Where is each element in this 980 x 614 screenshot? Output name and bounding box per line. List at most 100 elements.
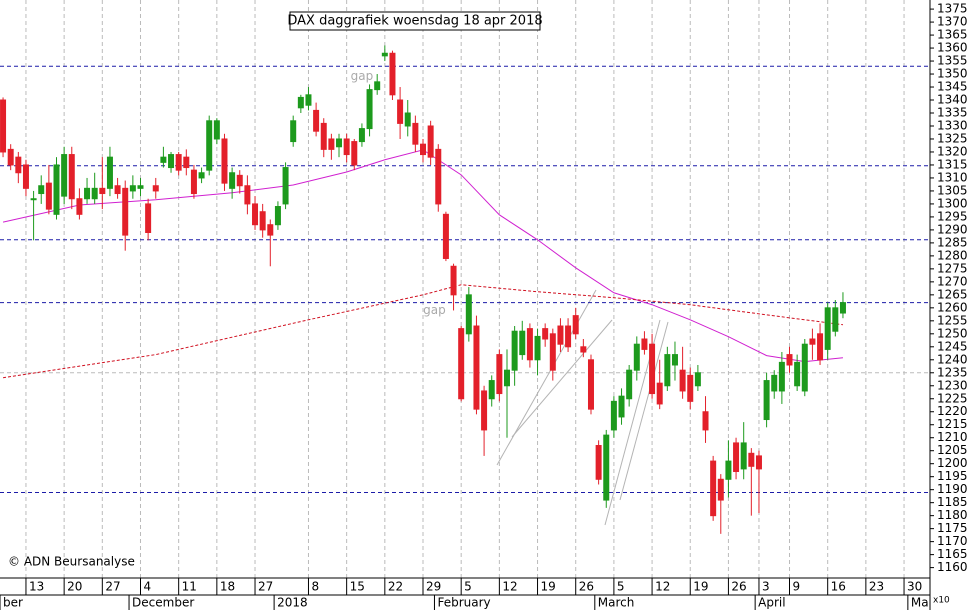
chart-title: DAX daggrafiek woensdag 18 apr 2018	[287, 14, 542, 29]
x-tick-label: 11	[182, 580, 197, 594]
candle-body	[710, 460, 717, 517]
candle-body	[565, 325, 572, 348]
candle-body	[297, 96, 304, 109]
candle-body	[7, 148, 14, 166]
candle-body	[755, 455, 762, 470]
candle-body	[0, 99, 7, 153]
candle-body	[99, 187, 106, 195]
y-tick-label: 1215	[937, 417, 968, 431]
trend-line	[619, 321, 669, 501]
candle-body	[465, 294, 472, 335]
y-tick-label: 1235	[937, 365, 968, 379]
y-tick-label: 1225	[937, 391, 968, 405]
x-tick-label: 5	[617, 580, 625, 594]
x-tick-label: 26	[579, 580, 594, 594]
candle-body	[542, 328, 549, 340]
trend-line	[511, 319, 613, 438]
candle-body	[244, 185, 251, 205]
x-tick-label: 30	[907, 580, 922, 594]
y-tick-label: 1275	[937, 261, 968, 275]
candle-body	[305, 94, 312, 106]
y-tick-label: 1240	[937, 352, 968, 366]
candle-body	[389, 52, 396, 96]
candle-body	[664, 354, 671, 387]
candle-body	[603, 434, 610, 501]
x-tick-label: 5	[464, 580, 472, 594]
y-tick-label: 1200	[937, 456, 968, 470]
candle-body	[725, 460, 732, 480]
candle-body	[374, 81, 381, 91]
x-tick-label: 19	[693, 580, 708, 594]
annotation: gap	[423, 303, 446, 317]
candle-body	[198, 172, 205, 179]
candle-body	[702, 411, 709, 431]
candle-body	[771, 374, 778, 392]
candle-body	[397, 99, 404, 124]
candle-body	[740, 442, 747, 470]
candle-body	[839, 302, 846, 314]
candle-body	[229, 172, 236, 189]
y-tick-label: 1360	[937, 41, 968, 55]
candle-body	[786, 354, 793, 366]
y-tick-label: 1330	[937, 118, 968, 132]
candle-body	[290, 120, 297, 143]
candle-body	[183, 156, 190, 169]
y-tick-label: 1340	[937, 93, 968, 107]
y-tick-label: 1245	[937, 339, 968, 353]
multiplier: x10	[933, 596, 950, 606]
candle-body	[274, 206, 281, 226]
candle-body	[641, 338, 648, 350]
y-tick-label: 1345	[937, 80, 968, 94]
candle-body	[114, 185, 121, 195]
candle-body	[358, 128, 365, 143]
candle-body	[267, 224, 274, 236]
x-tick-label: 9	[793, 580, 801, 594]
candle-body	[626, 369, 633, 400]
y-tick-label: 1195	[937, 469, 968, 483]
title-box	[289, 11, 541, 31]
y-tick-label: 1210	[937, 430, 968, 444]
candle-body	[748, 452, 755, 467]
candle-body	[694, 372, 701, 387]
x-tick-label: 4	[143, 580, 151, 594]
month-label: December	[132, 596, 194, 610]
candle-body	[252, 203, 259, 226]
candle-body	[496, 354, 503, 395]
candle-body	[343, 138, 350, 156]
candle-body	[30, 198, 37, 201]
y-tick-label: 1205	[937, 443, 968, 457]
candle-body	[84, 187, 91, 200]
moving-average	[2, 284, 844, 379]
y-tick-label: 1375	[937, 2, 968, 16]
x-tick-label: 22	[388, 580, 403, 594]
candle-body	[22, 164, 29, 189]
candle-body	[152, 185, 159, 192]
y-tick-label: 1355	[937, 54, 968, 68]
candle-body	[190, 169, 197, 195]
candle-body	[206, 120, 213, 171]
month-label: ber	[3, 596, 23, 610]
candle-body	[778, 361, 785, 392]
y-tick-label: 1165	[937, 547, 968, 561]
x-tick-label: 23	[869, 580, 884, 594]
plot-area: gap gap	[0, 0, 930, 578]
y-tick-label: 1185	[937, 495, 968, 509]
y-tick-label: 1230	[937, 378, 968, 392]
candle-body	[106, 156, 113, 189]
candle-body	[53, 164, 60, 215]
x-tick-label: 13	[29, 580, 44, 594]
candle-body	[137, 185, 144, 189]
month-label: February	[437, 596, 490, 610]
x-tick-label: 29	[426, 580, 441, 594]
y-tick-label: 1180	[937, 508, 968, 522]
candle-body	[526, 328, 533, 361]
y-tick-label: 1170	[937, 534, 968, 548]
candle-body	[824, 307, 831, 350]
y-tick-label: 1290	[937, 222, 968, 236]
x-tick-label: 15	[350, 580, 365, 594]
candle-body	[832, 307, 839, 332]
candle-body	[61, 154, 68, 197]
y-tick-label: 1260	[937, 300, 968, 314]
